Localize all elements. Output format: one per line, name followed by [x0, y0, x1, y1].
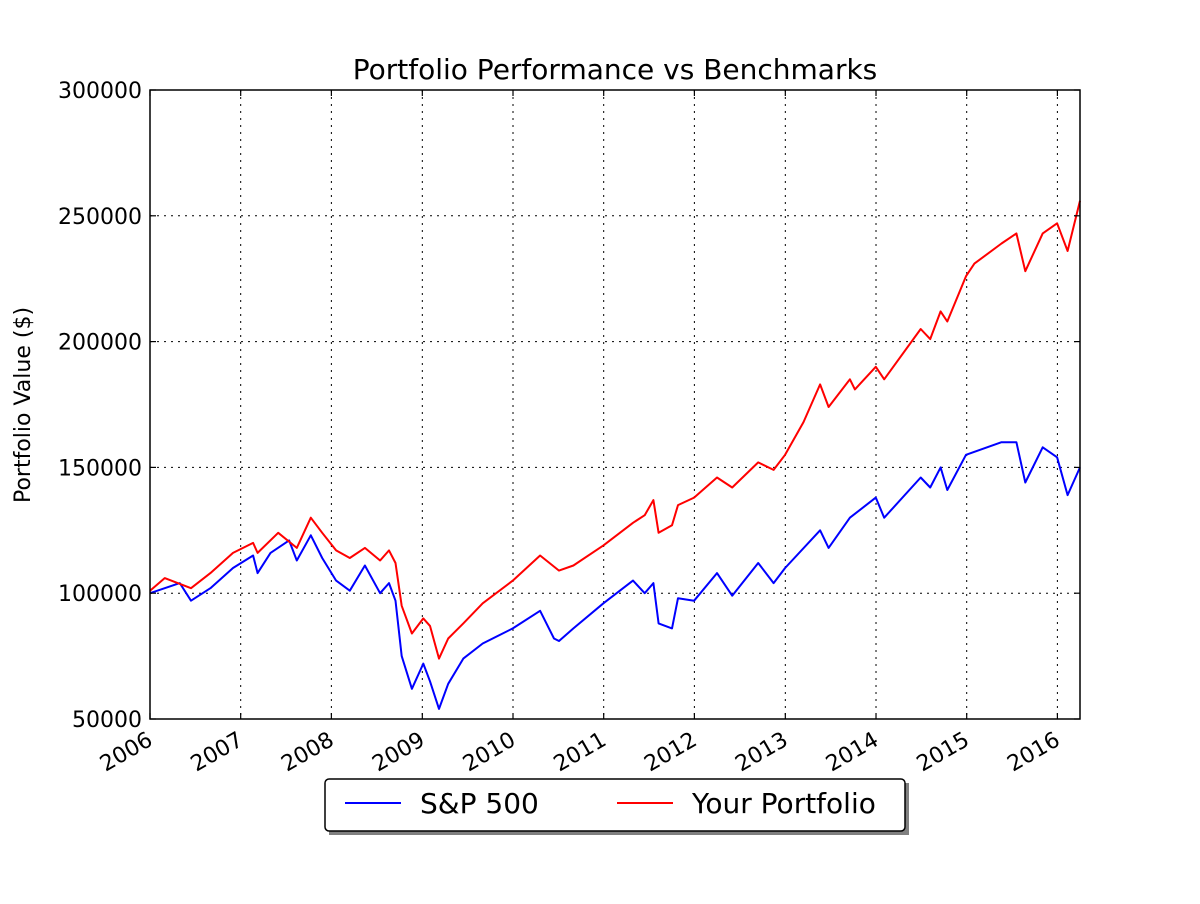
- x-tick-label: 2016: [1003, 728, 1064, 778]
- chart-title: Portfolio Performance vs Benchmarks: [353, 53, 878, 86]
- x-tick-label: 2008: [277, 728, 338, 778]
- x-tick-label: 2010: [459, 728, 520, 778]
- x-tick-label: 2013: [731, 728, 792, 778]
- grid: [150, 90, 1080, 719]
- y-tick-label: 50000: [72, 708, 142, 733]
- x-axis: 2006 2007 2008 2009 2010 2011 2012 2013 2014 2015…: [96, 90, 1064, 777]
- y-axis: 50000 100000 150000 200000 250000 300000: [58, 79, 1080, 733]
- x-tick-label: 2011: [550, 728, 611, 778]
- y-tick-label: 300000: [58, 79, 142, 104]
- x-tick-label: 2012: [640, 728, 701, 778]
- x-tick-label: 2015: [913, 728, 974, 778]
- y-axis-title: Portfolio Value ($): [11, 307, 36, 503]
- plot-frame: [149, 89, 1081, 720]
- legend-label-0: S&P 500: [420, 787, 539, 820]
- y-tick-label: 100000: [58, 582, 142, 607]
- plot-area-border: [149, 89, 1081, 720]
- y-tick-label: 200000: [58, 331, 142, 356]
- legend-label-1: Your Portfolio: [691, 787, 876, 820]
- x-tick-label: 2009: [368, 728, 429, 778]
- x-tick-label: 2006: [96, 728, 157, 778]
- x-tick-label: 2014: [822, 728, 883, 778]
- legend: S&P 500 Your Portfolio: [324, 778, 909, 835]
- series-line-1: [149, 200, 1081, 660]
- x-tick-label: 2007: [187, 728, 248, 778]
- series-line-0: [149, 441, 1081, 710]
- y-tick-label: 150000: [58, 456, 142, 481]
- series-group: [149, 200, 1081, 710]
- legend-box: [324, 778, 906, 832]
- y-tick-label: 250000: [58, 205, 142, 230]
